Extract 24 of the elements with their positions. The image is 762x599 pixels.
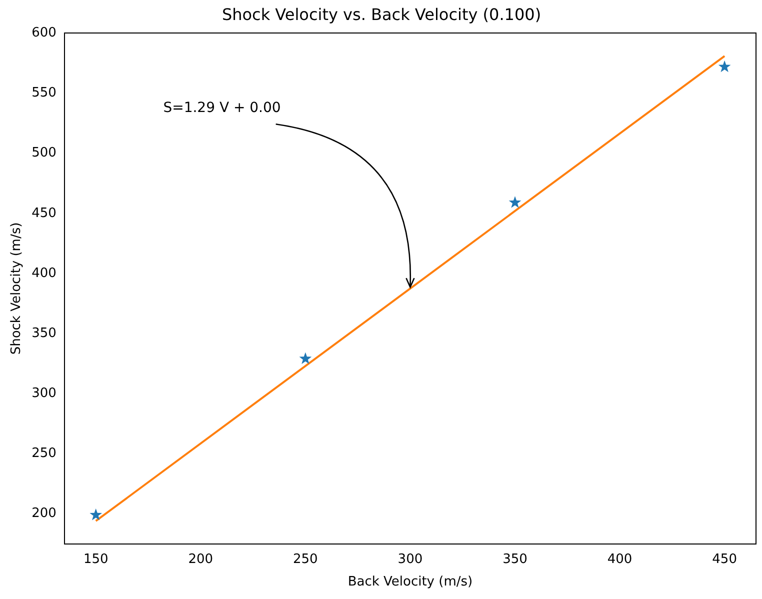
x-tick-label: 350 [502, 552, 528, 567]
y-tick-label: 550 [32, 86, 56, 101]
point [718, 60, 731, 72]
point [299, 352, 312, 364]
x-tick-label: 250 [293, 552, 318, 567]
y-tick-label: 200 [32, 506, 56, 522]
y-tick-label: 450 [32, 206, 56, 221]
y-tick-label: 300 [32, 386, 56, 401]
y-axis-title: Shock Velocity (m/s) [9, 222, 24, 355]
annotation: S=1.29 V + 0.00 [163, 100, 281, 116]
x-axis-title: Back Velocity (m/s) [348, 574, 473, 590]
chart-title: Shock Velocity vs. Back Velocity (0.100) [222, 4, 542, 24]
point [90, 508, 102, 520]
y-tick-label: 250 [32, 446, 56, 462]
y-tick-label: 500 [32, 146, 56, 161]
x-tick-label: 150 [83, 552, 108, 567]
x-tick-label: 400 [607, 552, 632, 567]
x-tick-label: 200 [188, 552, 214, 567]
x-tick-label: 450 [712, 552, 737, 567]
point [508, 196, 522, 208]
y-tick-label: 600 [32, 26, 56, 41]
x-tick-label: 300 [398, 552, 423, 567]
y-tick-label: 350 [32, 326, 56, 341]
y-tick-label: 400 [32, 266, 56, 281]
